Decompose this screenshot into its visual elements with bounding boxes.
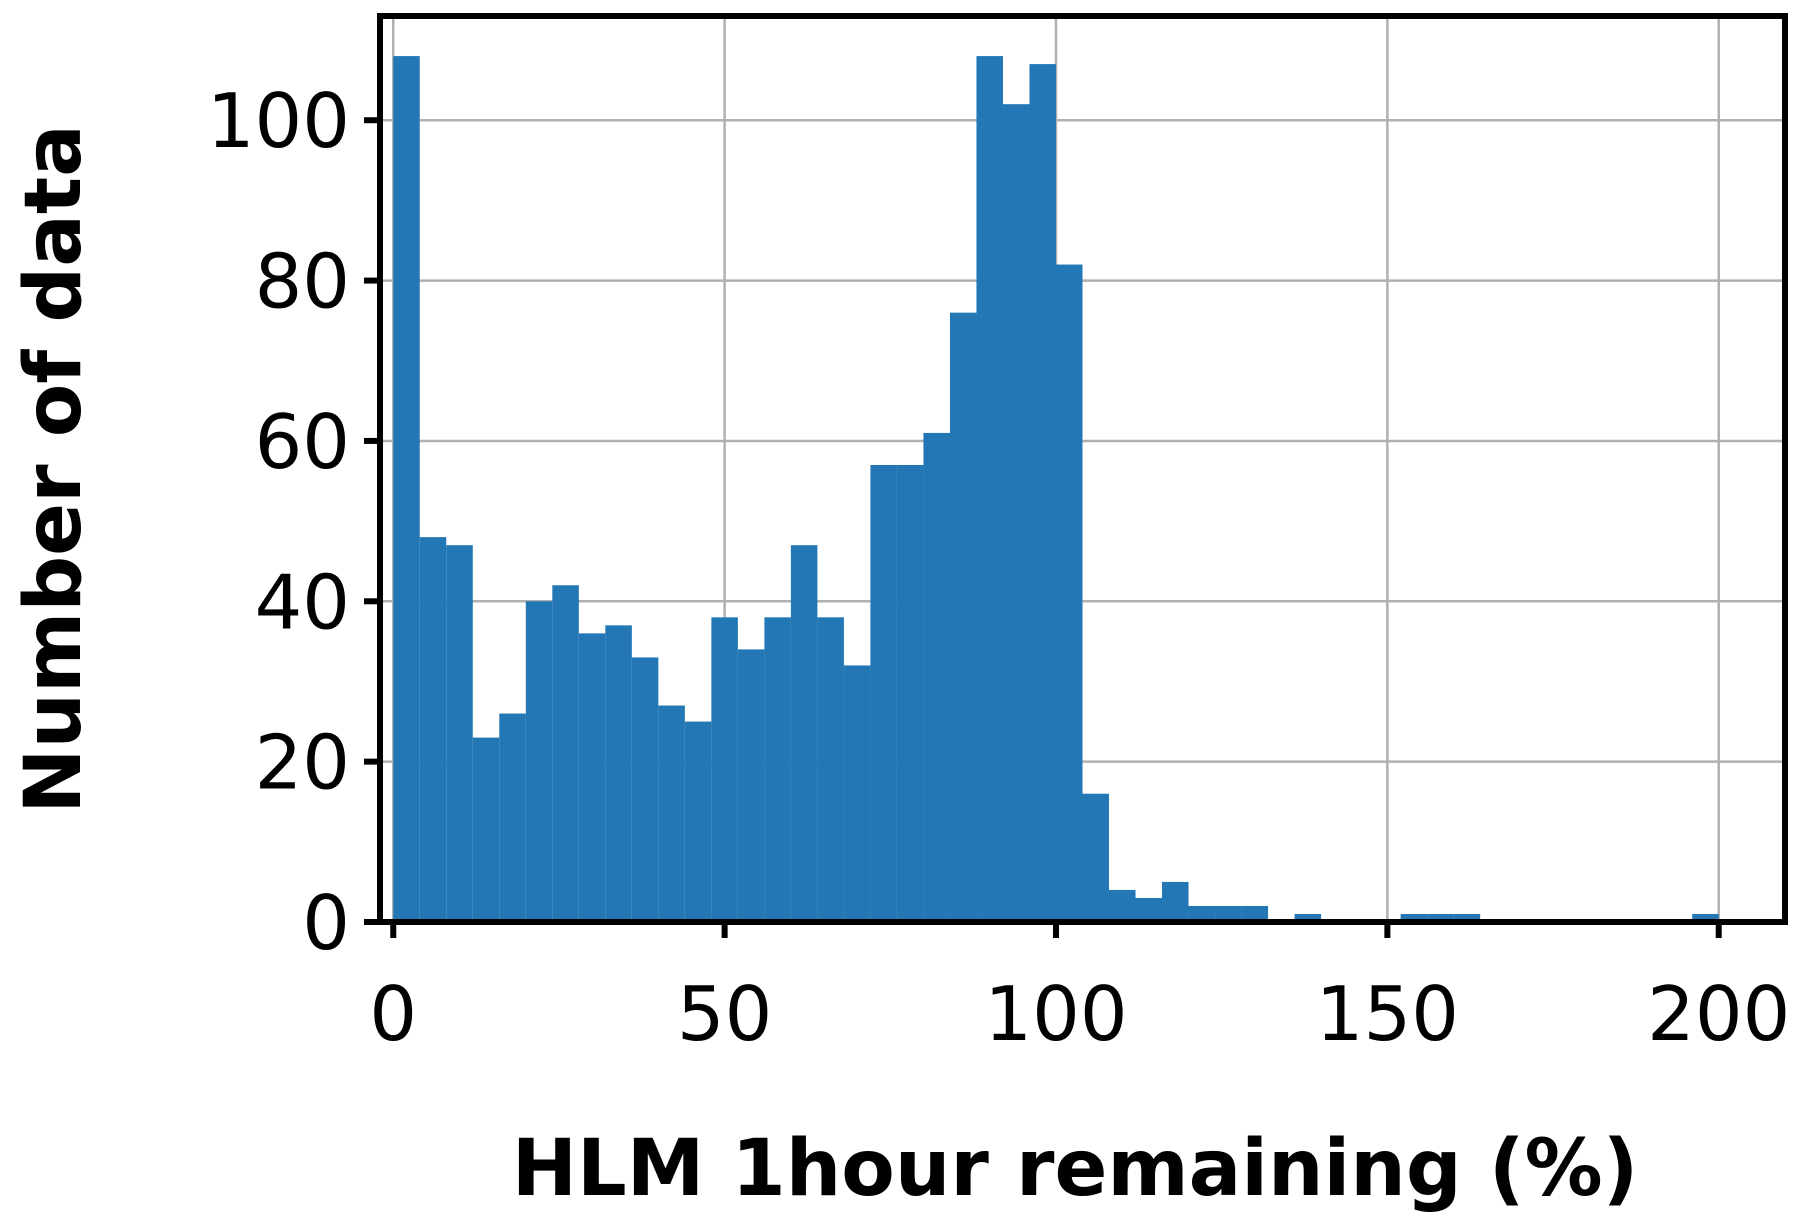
histogram-bar <box>896 464 924 922</box>
histogram-bar <box>552 585 579 922</box>
histogram-bar <box>1692 913 1719 922</box>
histogram-bar <box>737 649 765 922</box>
histogram-bar <box>1029 64 1056 922</box>
histogram-bar <box>1453 913 1481 922</box>
plot-frame <box>377 13 1788 925</box>
y-tick-labels: 0 20 40 60 80 100 <box>207 77 350 967</box>
y-tick-label: 20 <box>255 719 350 807</box>
x-tick-label: 100 <box>984 970 1127 1058</box>
histogram-bar <box>1215 905 1242 922</box>
histogram-bar <box>949 312 977 922</box>
x-tick-label: 50 <box>677 970 772 1058</box>
x-tick-label: 200 <box>1647 970 1790 1058</box>
y-tick-label: 100 <box>207 77 350 165</box>
y-tick-label: 0 <box>302 879 350 967</box>
x-tick-label: 0 <box>369 970 417 1058</box>
histogram-bar <box>578 633 606 922</box>
histogram-bar <box>1082 793 1110 922</box>
histogram-bar <box>605 625 632 922</box>
histogram-bar <box>1135 897 1163 922</box>
histogram-bar <box>446 545 473 922</box>
histogram-bar <box>393 56 420 922</box>
histogram-bar <box>1055 264 1083 922</box>
histogram-bar <box>790 545 818 922</box>
histogram-bar <box>1162 881 1189 922</box>
histogram-bar <box>1109 889 1136 922</box>
histogram-bar <box>764 617 791 922</box>
axis-ticks <box>364 117 1722 938</box>
histogram-bar <box>684 721 712 922</box>
histogram-bar <box>870 464 897 922</box>
x-axis-label: HLM 1hour remaining (%) <box>512 1124 1639 1214</box>
y-tick-label: 80 <box>255 238 350 326</box>
y-axis-label: Number of data <box>9 124 99 814</box>
histogram-bar <box>976 56 1003 922</box>
x-tick-label: 150 <box>1316 970 1459 1058</box>
x-tick-labels: 0 50 100 150 200 <box>369 970 1790 1058</box>
histogram-bars <box>393 56 1719 922</box>
histogram-bar <box>525 601 553 922</box>
histogram-bar <box>472 737 500 922</box>
histogram-bar <box>1294 913 1322 922</box>
histogram-bar <box>1188 905 1216 922</box>
histogram-bar <box>499 713 526 922</box>
histogram-bar <box>843 665 871 922</box>
histogram-bar <box>631 657 659 922</box>
histogram-bar <box>1241 905 1269 922</box>
histogram-bar <box>711 617 738 922</box>
histogram-bar <box>658 705 685 922</box>
y-tick-label: 40 <box>255 558 350 646</box>
histogram-bar <box>923 432 950 922</box>
histogram-bar <box>1002 104 1030 922</box>
y-tick-label: 60 <box>255 398 350 486</box>
histogram-bar <box>1427 913 1454 922</box>
histogram-bar <box>419 537 447 922</box>
histogram-bar <box>1400 913 1428 922</box>
histogram-bar <box>817 617 844 922</box>
